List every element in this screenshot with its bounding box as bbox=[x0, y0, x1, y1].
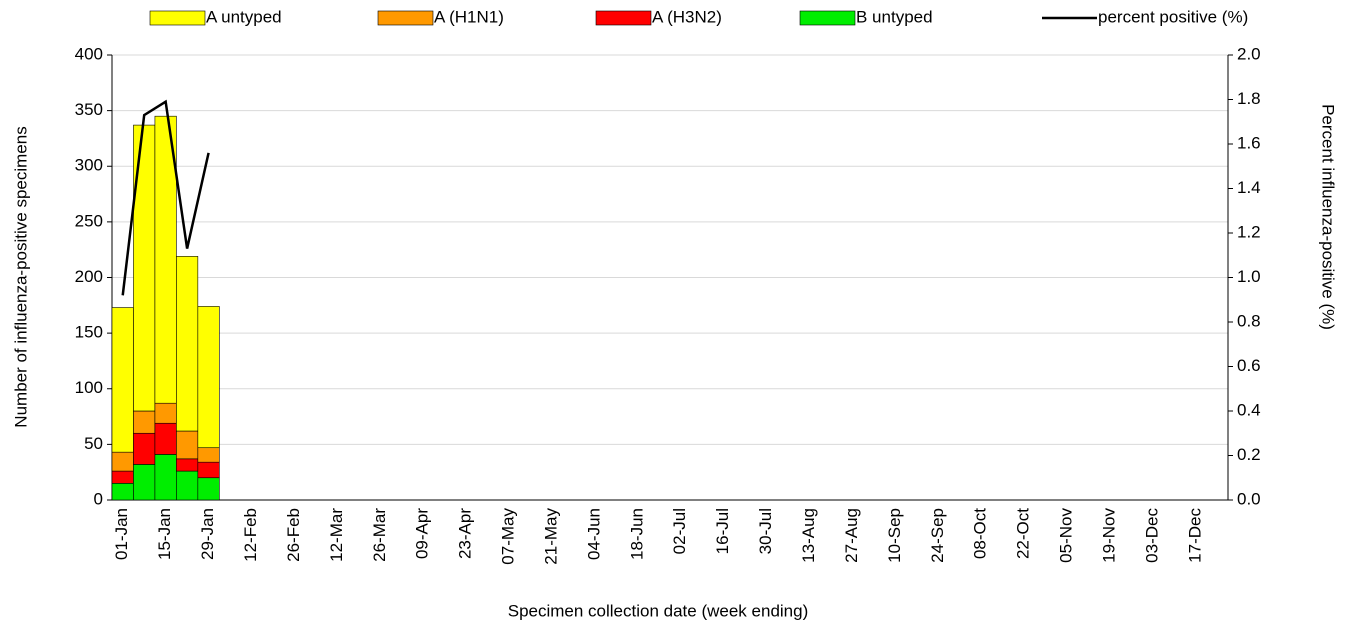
bar-segment bbox=[154, 454, 177, 501]
x-tick-label: 03-Dec bbox=[1142, 508, 1161, 563]
x-tick-label: 19-Nov bbox=[1099, 508, 1118, 563]
bar-segment bbox=[154, 402, 177, 424]
y-tick-label: 300 bbox=[75, 156, 103, 175]
bar-segment bbox=[154, 422, 177, 455]
bar-segment bbox=[133, 410, 156, 434]
x-tick-label: 09-Apr bbox=[413, 508, 432, 559]
x-tick-label: 22-Oct bbox=[1014, 508, 1033, 559]
x-tick-label: 17-Dec bbox=[1185, 508, 1204, 563]
y2-axis-title: Percent influenza-positive (%) bbox=[1319, 104, 1338, 330]
bar-segment bbox=[197, 306, 220, 449]
y-tick-label: 50 bbox=[84, 434, 103, 453]
legend-swatch bbox=[377, 10, 434, 26]
bar-segment bbox=[197, 477, 220, 501]
bar-segment bbox=[133, 464, 156, 501]
y2-tick-label: 0.4 bbox=[1237, 400, 1261, 419]
bar-segment bbox=[111, 483, 134, 501]
x-tick-label: 26-Feb bbox=[284, 508, 303, 562]
bar-segment bbox=[176, 430, 199, 460]
x-axis-title: Specimen collection date (week ending) bbox=[508, 601, 809, 620]
x-tick-label: 12-Mar bbox=[327, 508, 346, 562]
x-tick-label: 24-Sep bbox=[928, 508, 947, 563]
bar-segment bbox=[176, 256, 199, 432]
bar-segment bbox=[133, 432, 156, 465]
x-tick-label: 01-Jan bbox=[112, 508, 131, 560]
y2-tick-label: 1.0 bbox=[1237, 267, 1261, 286]
x-tick-label: 13-Aug bbox=[799, 508, 818, 563]
x-tick-label: 16-Jul bbox=[713, 508, 732, 554]
y2-tick-label: 0.8 bbox=[1237, 311, 1261, 330]
x-tick-label: 21-May bbox=[541, 508, 560, 565]
x-tick-label: 08-Oct bbox=[971, 508, 990, 559]
legend-label: A (H3N2) bbox=[652, 7, 722, 26]
y2-tick-label: 1.6 bbox=[1237, 133, 1261, 152]
x-tick-label: 15-Jan bbox=[155, 508, 174, 560]
y2-tick-label: 0.0 bbox=[1237, 489, 1261, 508]
x-tick-label: 05-Nov bbox=[1057, 508, 1076, 563]
x-tick-label: 02-Jul bbox=[670, 508, 689, 554]
y-tick-label: 350 bbox=[75, 100, 103, 119]
y2-tick-label: 1.2 bbox=[1237, 222, 1261, 241]
y2-tick-label: 2.0 bbox=[1237, 44, 1261, 63]
bar-segment bbox=[197, 447, 220, 463]
bar-segment bbox=[176, 458, 199, 472]
bar-segment bbox=[176, 470, 199, 501]
x-tick-label: 23-Apr bbox=[456, 508, 475, 559]
legend-swatch bbox=[595, 10, 652, 26]
legend-swatch bbox=[799, 10, 856, 26]
x-tick-label: 04-Jun bbox=[584, 508, 603, 560]
bar-segment bbox=[197, 461, 220, 479]
x-tick-label: 07-May bbox=[499, 508, 518, 565]
y-tick-label: 0 bbox=[94, 489, 103, 508]
legend-label: percent positive (%) bbox=[1098, 7, 1248, 26]
y2-tick-label: 0.6 bbox=[1237, 356, 1261, 375]
y-tick-label: 100 bbox=[75, 378, 103, 397]
x-tick-label: 12-Feb bbox=[241, 508, 260, 562]
legend-label: A untyped bbox=[206, 7, 282, 26]
y2-tick-label: 1.4 bbox=[1237, 178, 1261, 197]
y-axis-title: Number of influenza-positive specimens bbox=[11, 126, 30, 427]
bar-segment bbox=[111, 451, 134, 472]
x-tick-label: 27-Aug bbox=[842, 508, 861, 563]
y-tick-label: 150 bbox=[75, 323, 103, 342]
y-tick-label: 200 bbox=[75, 267, 103, 286]
x-tick-label: 18-Jun bbox=[627, 508, 646, 560]
bar-segment bbox=[111, 470, 134, 484]
legend-label: A (H1N1) bbox=[434, 7, 504, 26]
legend-label: B untyped bbox=[856, 7, 933, 26]
line-series bbox=[121, 99, 210, 296]
y2-tick-label: 0.2 bbox=[1237, 445, 1261, 464]
x-tick-label: 26-Mar bbox=[370, 508, 389, 562]
x-tick-label: 30-Jul bbox=[756, 508, 775, 554]
bar-segment bbox=[111, 307, 134, 453]
y-tick-label: 400 bbox=[75, 44, 103, 63]
legend-swatch bbox=[149, 10, 206, 26]
x-tick-label: 29-Jan bbox=[198, 508, 217, 560]
y2-tick-label: 1.8 bbox=[1237, 89, 1261, 108]
x-tick-label: 10-Sep bbox=[885, 508, 904, 563]
y-tick-label: 250 bbox=[75, 211, 103, 230]
